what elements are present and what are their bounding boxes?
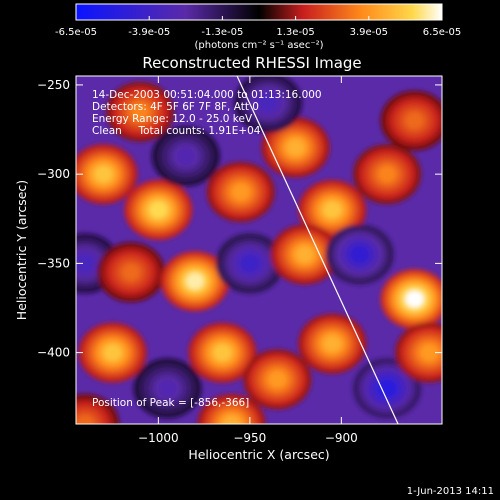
intensity-blob (298, 179, 367, 240)
blob-contour (323, 335, 342, 353)
intensity-blob (298, 313, 367, 374)
intensity-blob (133, 358, 202, 419)
blob-contour (378, 379, 397, 397)
intensity-blob (106, 81, 175, 142)
intensity-blob (261, 117, 330, 178)
plot-frame (75, 75, 443, 425)
x-tick-label: −950 (233, 431, 266, 445)
blob-contour (323, 201, 342, 219)
y-axis: −250 −300 −350 −400 (37, 78, 442, 360)
colorbar-tick-label: -3.9e-05 (128, 27, 170, 38)
info-energy-range: Energy Range: 12.0 - 25.0 keV (92, 113, 253, 125)
peak-position-label: Position of Peak = [-856,-366] (92, 397, 249, 409)
blob-contour (76, 415, 95, 424)
intensity-blob (160, 251, 229, 312)
blob-contour (268, 371, 287, 388)
blob-contour (131, 103, 150, 121)
colorbar-tick-label: 3.9e-05 (350, 27, 388, 38)
intensity-map (76, 76, 442, 424)
blob-contour (405, 290, 424, 308)
info-detectors: Detectors: 4F 5F 6F 7F 8F, Att 0 (92, 101, 259, 113)
intensity-blob (76, 394, 120, 424)
intensity-blob (197, 394, 266, 424)
x-axis: −1000 −950 −900 (138, 76, 358, 445)
x-tick-label: −1000 (138, 431, 179, 445)
footer-timestamp: 1-Jun-2013 14:11 (407, 486, 494, 497)
y-tick-label: −400 (37, 346, 70, 360)
intensity-blob (96, 242, 165, 303)
x-tick-label: −900 (325, 431, 358, 445)
info-clean-counts: Clean Total counts: 1.91E+04 (92, 125, 261, 137)
intensity-blob (206, 162, 275, 222)
blob-contour (158, 379, 177, 397)
colorbar-tick-label: 6.5e-05 (423, 27, 461, 38)
colorbar-tick-label: -6.5e-05 (55, 27, 97, 38)
blob-contour (350, 246, 369, 263)
x-axis-label: Heliocentric X (arcsec) (188, 447, 329, 462)
blob-contour (176, 147, 195, 165)
intensity-blob (243, 349, 312, 410)
intensity-blob (325, 224, 394, 285)
plot-area (76, 76, 442, 424)
blob-contour (213, 344, 232, 361)
intensity-blob (188, 322, 257, 383)
intensity-blob (353, 144, 422, 205)
y-tick-label: −300 (37, 167, 70, 181)
blob-contour (240, 255, 259, 272)
intensity-blob (395, 322, 442, 383)
chart-title: Reconstructed RHESSI Image (142, 54, 361, 72)
blob-contour (222, 415, 241, 424)
blob-contour (149, 201, 168, 219)
intensity-blob (124, 179, 193, 240)
blob-contour (103, 344, 122, 361)
blob-contour (94, 165, 113, 183)
intensity-blob (234, 76, 303, 133)
intensity-blob (353, 358, 422, 419)
blob-contour (185, 272, 204, 290)
colorbar-ticks: -6.5e-05 -3.9e-05 -1.3e-05 1.3e-05 3.9e-05 6.… (55, 16, 461, 38)
blob-contour (121, 263, 140, 281)
y-tick-label: −350 (37, 256, 70, 270)
blob-contour (378, 165, 397, 183)
intensity-blob (78, 322, 147, 383)
blob-contour (420, 344, 439, 361)
blob-contour (231, 183, 250, 201)
blob-contour (259, 94, 278, 112)
intensity-blob (215, 233, 284, 294)
colorbar-units: (photons cm⁻² s⁻¹ asec⁻²) (194, 40, 323, 51)
blob-contour (76, 255, 95, 272)
intensity-blob (270, 224, 339, 285)
colorbar-tick-label: 1.3e-05 (276, 27, 314, 38)
colorbar (76, 4, 442, 20)
colorbar-tick-label: -1.3e-05 (201, 27, 243, 38)
intensity-blob (380, 90, 442, 151)
info-time-range: 14-Dec-2003 00:51:04.000 to 01:13:16.000 (92, 89, 322, 101)
colorbar-frame (75, 3, 443, 21)
intensity-blob (76, 144, 138, 205)
intensity-blob (151, 126, 220, 187)
intensity-blob (380, 269, 442, 330)
solar-limb-line (236, 76, 399, 424)
blob-contour (286, 139, 305, 156)
blob-contour (405, 112, 424, 129)
blob-contour (295, 246, 314, 263)
y-tick-label: −250 (37, 78, 70, 92)
y-axis-label: Heliocentric Y (arcsec) (14, 180, 29, 320)
